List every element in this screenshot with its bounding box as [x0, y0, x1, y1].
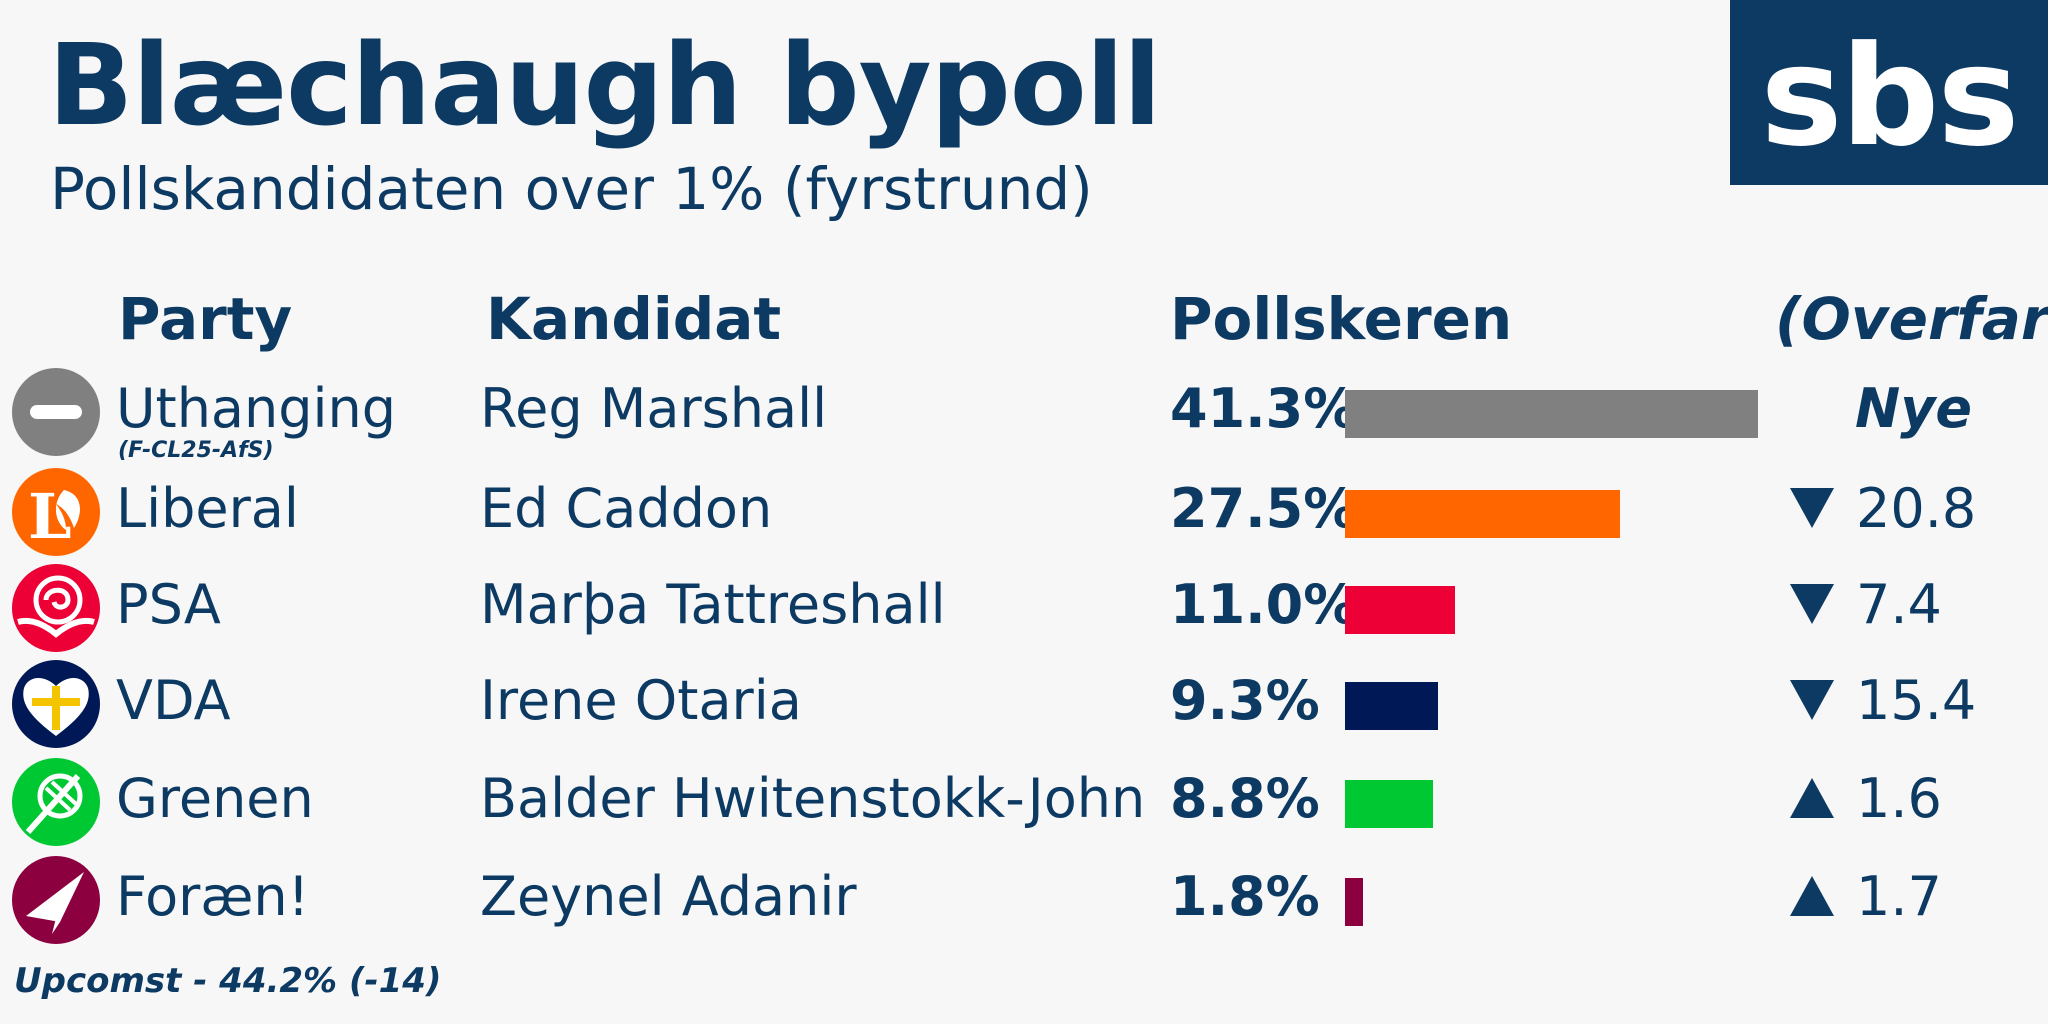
table-row: Foræn! Zeynel Adanir 1.8% 1.7: [0, 852, 2048, 948]
change-value: 7.4: [1790, 578, 1942, 632]
poll-bar: [1345, 390, 1758, 438]
liberal-logo-icon: L: [12, 468, 100, 556]
party-name: Liberal: [116, 477, 299, 540]
party-name: PSA: [116, 573, 221, 636]
change-text: 1.7: [1856, 865, 1942, 928]
change-text: 20.8: [1856, 477, 1977, 540]
poll-percentage: 9.3%: [1170, 669, 1320, 732]
change-value: 20.8: [1790, 482, 1976, 536]
table-row: Grenen Balder Hwitenstokk-John 8.8% 1.6: [0, 754, 2048, 850]
party-name: Foræn!: [116, 865, 310, 928]
table-row: PSA Marþa Tattreshall 11.0% 7.4: [0, 560, 2048, 656]
poll-percentage: 1.8%: [1170, 865, 1320, 928]
table-row: L Liberal Ed Caddon 27.5% 20.8: [0, 464, 2048, 560]
logo-text: sbs: [1760, 16, 2019, 177]
column-header-candidate: Kandidat: [486, 285, 782, 353]
change-text: 15.4: [1856, 669, 1977, 732]
page-subtitle: Pollskandidaten over 1% (fyrstrund): [50, 155, 1093, 223]
change-value: 1.7: [1790, 870, 1942, 924]
table-row: Uthanging (F-CL25-AfS) Reg Marshall 41.3…: [0, 364, 2048, 463]
heart-cross-icon: [12, 660, 100, 748]
change-value: 1.6: [1790, 772, 1942, 826]
turnout-footnote: Upcomst - 44.2% (-14): [14, 961, 442, 1001]
change-text: 7.4: [1856, 573, 1942, 636]
party-coalition: (F-CL25-AfS): [118, 438, 274, 463]
poll-percentage: 41.3%: [1170, 377, 1358, 440]
column-header-change: (Overfare): [1775, 285, 2048, 353]
paper-plane-icon: [12, 856, 100, 944]
poll-bar: [1345, 780, 1433, 828]
change-value: Nye: [1855, 382, 1972, 436]
candidate-name: Ed Caddon: [480, 477, 773, 540]
change-value: 15.4: [1790, 674, 1976, 728]
sbs-logo: sbs: [1730, 0, 2048, 185]
down-arrow-icon: [1790, 488, 1834, 529]
page-title: Blæchaugh bypoll: [48, 21, 1162, 151]
party-name: VDA: [116, 669, 231, 732]
candidate-name: Balder Hwitenstokk-John: [480, 767, 1146, 830]
up-arrow-icon: [1790, 778, 1834, 819]
poll-bar: [1345, 682, 1438, 730]
candidate-name: Irene Otaria: [480, 669, 802, 732]
rose-icon: [12, 564, 100, 652]
candidate-name: Zeynel Adanir: [480, 865, 857, 928]
change-text: 1.6: [1856, 767, 1942, 830]
poll-bar: [1345, 878, 1363, 926]
up-arrow-icon: [1790, 876, 1834, 917]
poll-percentage: 27.5%: [1170, 477, 1358, 540]
party-name: Grenen: [116, 767, 314, 830]
down-arrow-icon: [1790, 680, 1834, 721]
poll-bar: [1345, 586, 1455, 634]
poll-bar: [1345, 490, 1620, 538]
change-text: Nye: [1855, 377, 1973, 440]
minus-circle-icon: [12, 368, 100, 456]
table-row: VDA Irene Otaria 9.3% 15.4: [0, 656, 2048, 752]
candidate-name: Marþa Tattreshall: [480, 573, 946, 636]
party-name: Uthanging: [116, 377, 397, 440]
green-branch-icon: [12, 758, 100, 846]
column-header-party: Party: [118, 285, 293, 353]
candidate-name: Reg Marshall: [480, 377, 828, 440]
down-arrow-icon: [1790, 584, 1834, 625]
column-header-poll: Pollskeren: [1170, 285, 1513, 353]
poll-percentage: 8.8%: [1170, 767, 1320, 830]
poll-percentage: 11.0%: [1170, 573, 1358, 636]
